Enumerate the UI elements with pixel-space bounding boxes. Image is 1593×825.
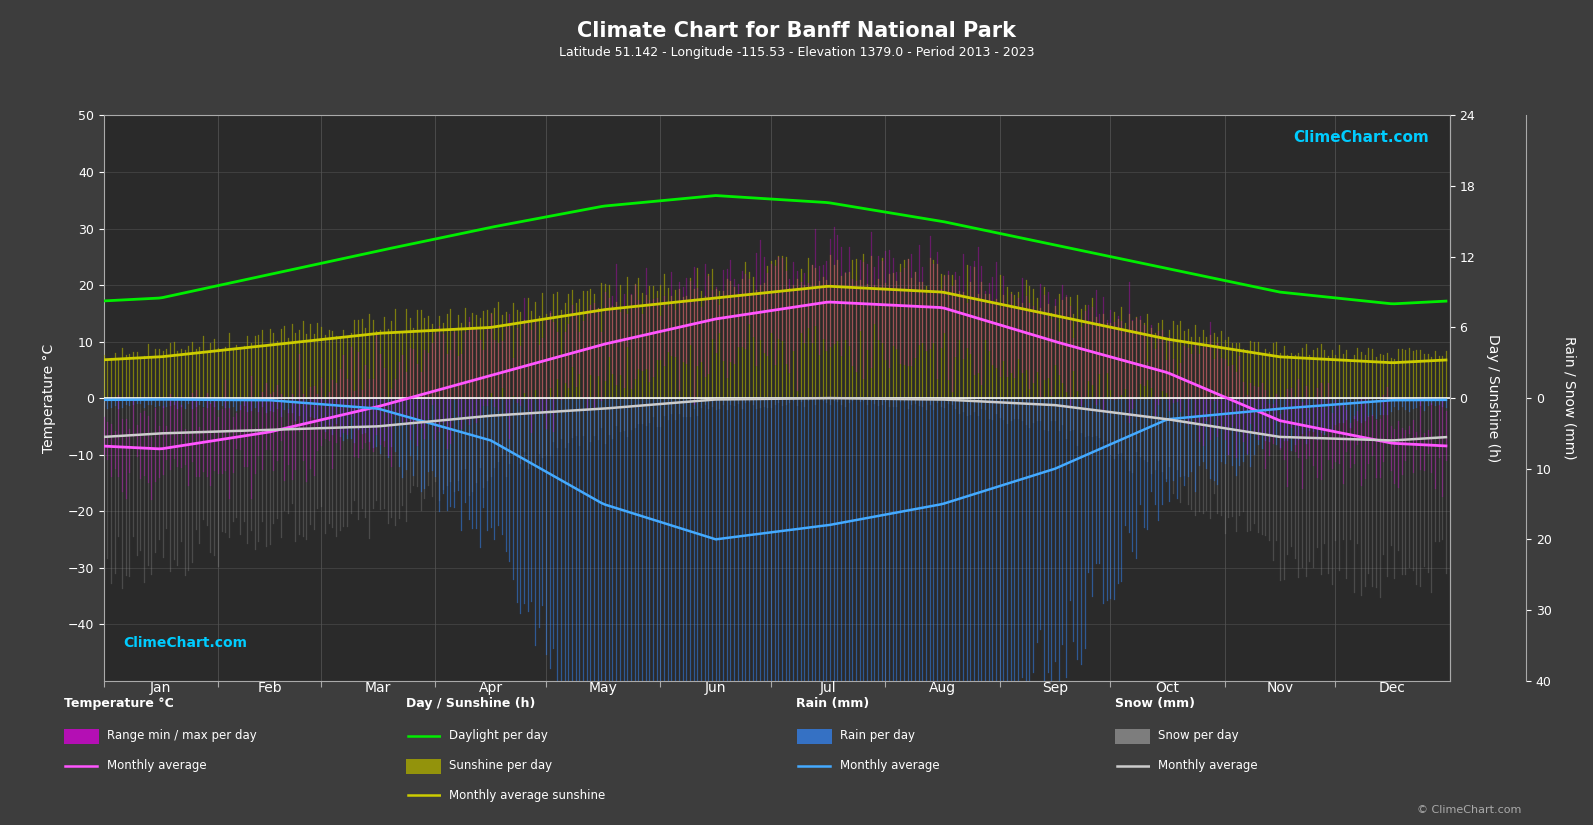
Text: Range min / max per day: Range min / max per day <box>107 729 256 742</box>
Text: Feb: Feb <box>256 681 282 695</box>
Text: Daylight per day: Daylight per day <box>449 729 548 742</box>
Text: Latitude 51.142 - Longitude -115.53 - Elevation 1379.0 - Period 2013 - 2023: Latitude 51.142 - Longitude -115.53 - El… <box>559 46 1034 59</box>
Text: Climate Chart for Banff National Park: Climate Chart for Banff National Park <box>577 21 1016 40</box>
Y-axis label: Rain / Snow (mm): Rain / Snow (mm) <box>1563 337 1577 460</box>
Text: Monthly average sunshine: Monthly average sunshine <box>449 789 605 802</box>
Text: Oct: Oct <box>1155 681 1179 695</box>
Text: Sep: Sep <box>1042 681 1067 695</box>
Text: Rain (mm): Rain (mm) <box>796 697 870 710</box>
Text: Rain per day: Rain per day <box>840 729 914 742</box>
Text: Dec: Dec <box>1380 681 1407 695</box>
Text: Jul: Jul <box>820 681 836 695</box>
Text: ClimeChart.com: ClimeChart.com <box>124 635 249 649</box>
Text: Apr: Apr <box>479 681 503 695</box>
Text: ClimeChart.com: ClimeChart.com <box>1294 130 1429 144</box>
Text: May: May <box>589 681 618 695</box>
Text: Mar: Mar <box>365 681 392 695</box>
Text: Snow per day: Snow per day <box>1158 729 1239 742</box>
Text: Monthly average: Monthly average <box>840 759 940 772</box>
Text: Snow (mm): Snow (mm) <box>1115 697 1195 710</box>
Text: Jan: Jan <box>150 681 172 695</box>
Y-axis label: Temperature °C: Temperature °C <box>43 343 56 453</box>
Text: Monthly average: Monthly average <box>1158 759 1258 772</box>
Text: Day / Sunshine (h): Day / Sunshine (h) <box>406 697 535 710</box>
Text: Aug: Aug <box>929 681 956 695</box>
Y-axis label: Day / Sunshine (h): Day / Sunshine (h) <box>1486 334 1501 462</box>
Text: Temperature °C: Temperature °C <box>64 697 174 710</box>
Text: Sunshine per day: Sunshine per day <box>449 759 553 772</box>
Text: Monthly average: Monthly average <box>107 759 207 772</box>
Text: Nov: Nov <box>1266 681 1294 695</box>
Text: Jun: Jun <box>706 681 726 695</box>
Text: © ClimeChart.com: © ClimeChart.com <box>1416 805 1521 815</box>
